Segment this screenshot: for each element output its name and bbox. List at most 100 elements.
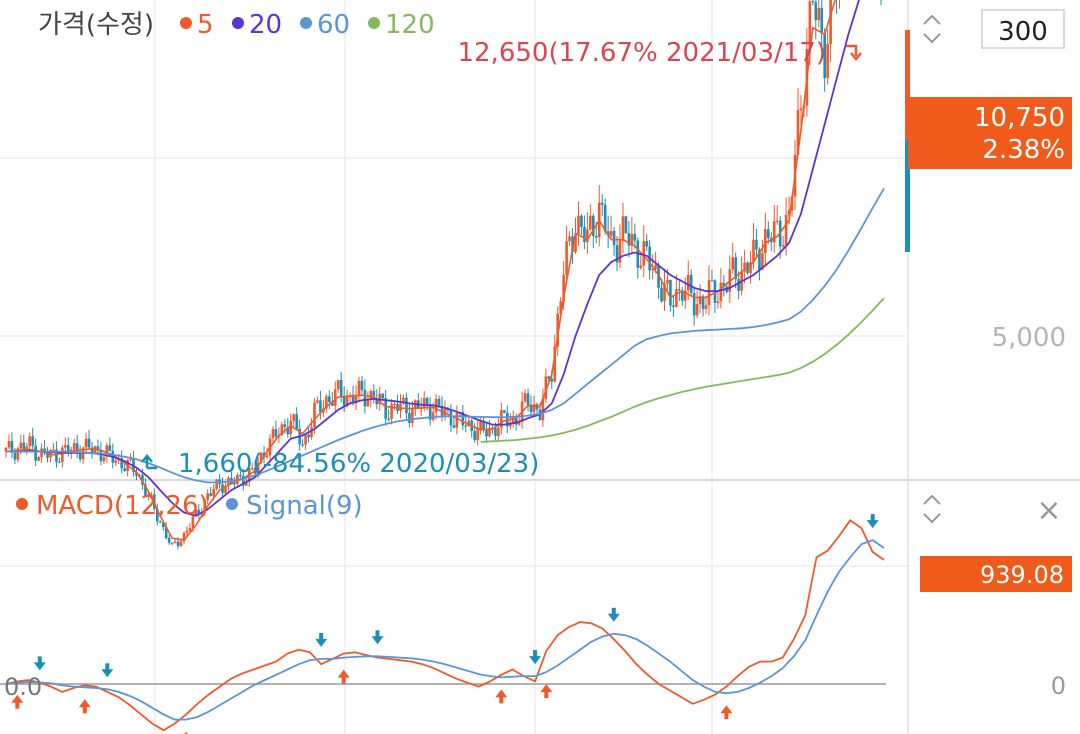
macd-line-layer <box>5 519 885 732</box>
macd-legend-dot-1 <box>226 498 238 510</box>
candle-body <box>256 462 260 474</box>
candle-body <box>96 446 100 450</box>
candle-body <box>164 526 168 538</box>
candle-body <box>66 445 70 454</box>
candle-body <box>645 241 649 247</box>
candle-body <box>357 380 361 396</box>
candle-body <box>580 215 583 228</box>
period-value: 300 <box>998 17 1048 47</box>
buy-signal-arrow-icon <box>720 705 733 720</box>
candle-body <box>289 420 293 435</box>
candle-body <box>84 438 88 448</box>
candle-body <box>387 418 390 420</box>
candle-body <box>141 475 144 485</box>
candle-body <box>574 234 577 252</box>
ma-line-120 <box>480 297 885 443</box>
candle-body <box>425 397 429 406</box>
candle-body <box>663 283 666 302</box>
sell-signal-arrow-icon <box>607 607 620 622</box>
current-price-badge <box>908 97 1072 169</box>
candle-body <box>796 110 800 155</box>
candle-body <box>761 253 764 270</box>
legend-dot-3 <box>368 17 380 29</box>
candle-body <box>485 430 488 437</box>
candle-body <box>408 413 411 424</box>
candle-body <box>194 509 198 517</box>
candle-body <box>304 434 307 445</box>
candle-body <box>405 397 408 414</box>
macd-zero-right-label: 0 <box>1051 672 1066 700</box>
candle-body <box>313 402 316 428</box>
candle-body <box>179 541 183 547</box>
candle-body <box>823 33 826 79</box>
candle-body <box>307 434 310 438</box>
candle-body <box>692 293 696 316</box>
buy-signal-arrow-icon <box>78 699 91 714</box>
candle-body <box>153 494 156 509</box>
price-legend: 5 20 60 120 <box>180 10 435 40</box>
candle-body <box>40 448 43 458</box>
candle-body <box>772 221 776 243</box>
candle-body <box>241 475 245 486</box>
candle-body <box>592 215 595 236</box>
candle-body <box>147 494 150 497</box>
legend-dot-0 <box>180 17 192 29</box>
candle-body <box>325 396 328 409</box>
candle-body <box>369 391 373 401</box>
price-grid <box>0 0 908 480</box>
candle-body <box>316 400 319 403</box>
candle-body <box>464 425 468 427</box>
candle-body <box>224 485 227 494</box>
candle-body <box>612 231 616 246</box>
expand-collapse-icon[interactable] <box>923 14 941 44</box>
candle-body <box>544 376 548 399</box>
candle-body <box>333 389 337 406</box>
candle-body <box>734 257 737 280</box>
candle-body <box>526 393 530 406</box>
candle-body <box>814 2 818 21</box>
macd-expand-collapse-icon[interactable] <box>923 494 941 524</box>
candle-body <box>206 493 210 500</box>
candle-body <box>503 410 506 413</box>
buy-signal-arrow-icon <box>11 694 24 709</box>
candle-body <box>366 400 370 407</box>
legend-label-2: 60 <box>317 10 350 40</box>
candle-body <box>532 404 536 413</box>
macd-close-icon[interactable]: × <box>1036 493 1061 528</box>
candle-body <box>283 424 287 428</box>
candle-body <box>660 287 663 302</box>
candle-body <box>339 380 343 397</box>
candle-body <box>197 509 201 515</box>
candle-body <box>375 399 379 405</box>
price-title: 가격(수정) <box>38 10 154 40</box>
candle-body <box>500 410 503 428</box>
ma-line-60 <box>6 187 885 484</box>
high-marker-icon <box>846 44 862 61</box>
candle-body <box>155 508 159 522</box>
period-input[interactable] <box>981 9 1065 49</box>
candle-body <box>55 449 58 462</box>
sell-signal-arrow-icon <box>529 650 542 665</box>
candle-body <box>550 378 554 382</box>
candle-body <box>488 427 491 437</box>
candle-body <box>627 233 631 246</box>
candle-body <box>129 458 132 461</box>
sell-signal-arrow-icon <box>866 514 879 529</box>
candle-body <box>675 289 678 307</box>
legend-label-1: 20 <box>249 10 282 40</box>
candle-body <box>808 1 812 50</box>
candle-body <box>710 280 714 282</box>
candle-body <box>829 0 832 44</box>
candle-body <box>203 499 207 514</box>
candle-body <box>37 457 40 461</box>
buy-signal-arrow-icon <box>540 684 553 699</box>
candle-body <box>787 210 791 216</box>
candle-body <box>571 236 574 252</box>
candle-body <box>215 479 218 489</box>
candle-body <box>811 1 815 3</box>
high-annotation: 12,650(17.67% 2021/03/17) <box>457 38 826 68</box>
candle-body <box>615 245 619 263</box>
candle-body <box>449 409 453 426</box>
candle-body <box>120 458 123 469</box>
